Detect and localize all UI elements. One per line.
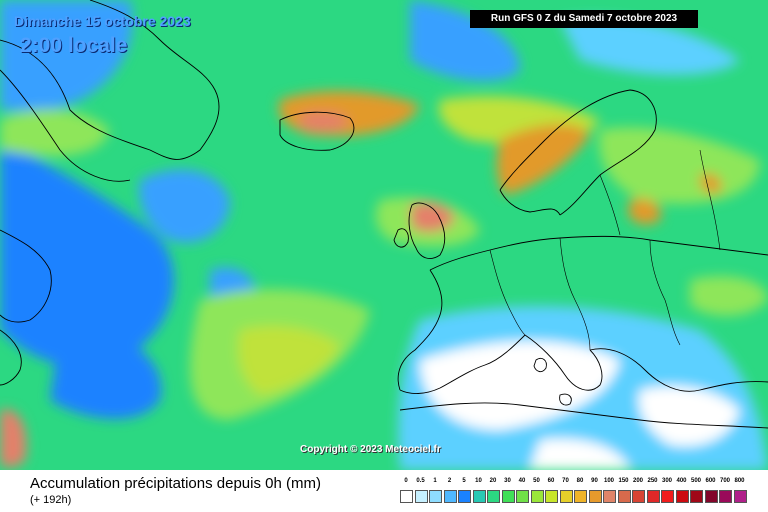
legend-label: 400 (676, 478, 687, 484)
legend-label: 250 (647, 478, 658, 484)
legend-label: 50 (533, 478, 540, 484)
legend-swatch (458, 490, 471, 503)
legend-swatch (719, 490, 732, 503)
legend-swatch (603, 490, 616, 503)
legend-label: 600 (705, 478, 716, 484)
legend-swatch (472, 490, 486, 503)
legend-label: 60 (547, 478, 555, 484)
forecast-hour: (+ 192h) (30, 494, 72, 506)
legend-label: 70 (562, 478, 569, 484)
legend-swatch (443, 490, 457, 503)
map-canvas (0, 0, 768, 470)
legend-swatch (487, 490, 500, 503)
legend-swatch (501, 490, 515, 503)
legend-label: 20 (489, 478, 497, 484)
coastlines (0, 0, 768, 429)
legend-swatch (646, 490, 660, 503)
legend-swatch (414, 490, 428, 503)
legend-label: 2 (447, 478, 452, 484)
legend-label: 300 (661, 478, 672, 484)
legend-label: 0.5 (416, 478, 425, 484)
legend-swatch (690, 490, 703, 503)
legend-label: 1 (433, 478, 437, 484)
legend-label: 500 (690, 478, 701, 484)
footer: Accumulation précipitations depuis 0h (m… (0, 470, 768, 512)
valid-date: Dimanche 15 octobre 2023 (14, 13, 191, 29)
legend-label: 40 (518, 478, 526, 484)
legend-label: 200 (632, 478, 643, 484)
legend-swatch (675, 490, 689, 503)
color-legend: 0 0.5 1 2 5 10 20 30 40 50 60 70 80 90 100 150 200 250 300… (400, 478, 750, 508)
copyright-notice: Copyright © 2023 Meteociel.fr (300, 444, 441, 455)
legend-swatch (704, 490, 718, 503)
legend-label: 800 (734, 478, 745, 484)
legend-label: 5 (462, 478, 466, 484)
legend-label: 90 (591, 478, 598, 484)
legend-swatch (574, 490, 587, 503)
precipitation-field (0, 0, 768, 470)
legend-swatch (516, 490, 529, 503)
legend-label: 80 (576, 478, 584, 484)
legend-swatches (400, 490, 750, 504)
legend-swatch (588, 490, 602, 503)
legend-swatch (632, 490, 645, 503)
legend-label: 150 (618, 478, 629, 484)
legend-swatch (429, 490, 442, 503)
legend-swatch (559, 490, 573, 503)
legend-swatch (617, 490, 631, 503)
valid-time: 2:00 locale (20, 34, 128, 57)
legend-label: 100 (603, 478, 614, 484)
legend-label: 700 (719, 478, 730, 484)
legend-swatch (733, 490, 747, 503)
legend-swatch (661, 490, 674, 503)
run-label: Run GFS 0 Z du Samedi 7 octobre 2023 (470, 10, 698, 28)
legend-label: 10 (475, 478, 482, 484)
legend-swatch (530, 490, 544, 503)
map-title: Accumulation précipitations depuis 0h (m… (30, 475, 321, 492)
legend-swatch (545, 490, 558, 503)
precipitation-map[interactable] (0, 0, 768, 470)
legend-label: 0 (404, 478, 408, 484)
legend-label: 30 (504, 478, 511, 484)
legend-labels: 0 0.5 1 2 5 10 20 30 40 50 60 70 80 90 100 150 200 250 300… (400, 478, 750, 488)
legend-swatch (400, 490, 413, 503)
